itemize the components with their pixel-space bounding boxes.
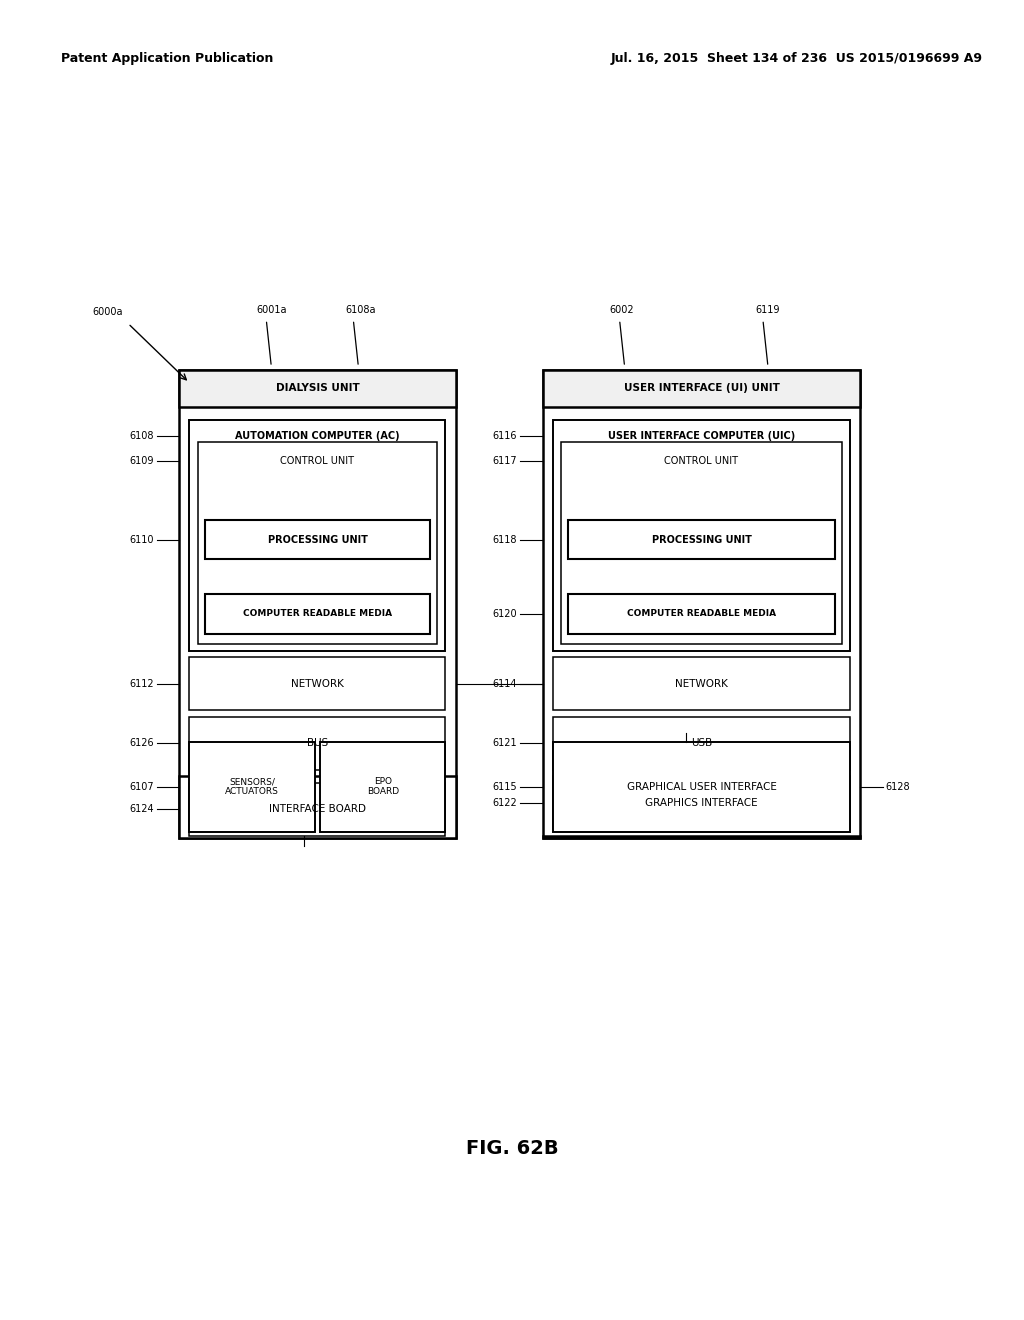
- Text: 6110: 6110: [129, 535, 154, 545]
- FancyBboxPatch shape: [319, 742, 445, 832]
- Text: Jul. 16, 2015  Sheet 134 of 236  US 2015/0196699 A9: Jul. 16, 2015 Sheet 134 of 236 US 2015/0…: [611, 51, 983, 65]
- Text: 6117: 6117: [493, 455, 517, 466]
- Text: SENSORS/
ACTUATORS: SENSORS/ ACTUATORS: [225, 777, 280, 796]
- Text: PROCESSING UNIT: PROCESSING UNIT: [651, 535, 752, 545]
- Text: 6000a: 6000a: [92, 306, 123, 317]
- Text: 6115: 6115: [493, 781, 517, 792]
- FancyBboxPatch shape: [198, 442, 437, 644]
- Text: 6120: 6120: [493, 609, 517, 619]
- Text: COMPUTER READABLE MEDIA: COMPUTER READABLE MEDIA: [627, 610, 776, 618]
- Text: 6116: 6116: [493, 430, 517, 441]
- FancyBboxPatch shape: [189, 420, 445, 651]
- Text: NETWORK: NETWORK: [675, 678, 728, 689]
- FancyBboxPatch shape: [189, 717, 445, 770]
- Text: 6112: 6112: [129, 678, 154, 689]
- Text: USER INTERFACE COMPUTER (UIC): USER INTERFACE COMPUTER (UIC): [608, 430, 795, 441]
- FancyBboxPatch shape: [189, 742, 315, 832]
- Text: NETWORK: NETWORK: [291, 678, 344, 689]
- Text: Patent Application Publication: Patent Application Publication: [61, 51, 273, 65]
- Text: 6002: 6002: [609, 305, 634, 315]
- Text: AUTOMATION COMPUTER (AC): AUTOMATION COMPUTER (AC): [236, 430, 399, 441]
- Text: GRAPHICS INTERFACE: GRAPHICS INTERFACE: [645, 797, 758, 808]
- Text: 6001a: 6001a: [256, 305, 287, 315]
- Text: 6108: 6108: [129, 430, 154, 441]
- FancyBboxPatch shape: [553, 657, 850, 710]
- Text: USER INTERFACE (UI) UNIT: USER INTERFACE (UI) UNIT: [624, 383, 779, 393]
- FancyBboxPatch shape: [568, 594, 835, 634]
- Text: 6126: 6126: [129, 738, 154, 748]
- Text: DIALYSIS UNIT: DIALYSIS UNIT: [275, 383, 359, 393]
- Text: 6114: 6114: [493, 678, 517, 689]
- Text: USB: USB: [691, 738, 712, 748]
- Text: 6118: 6118: [493, 535, 517, 545]
- FancyBboxPatch shape: [553, 742, 850, 832]
- Text: 6124: 6124: [129, 804, 154, 814]
- FancyBboxPatch shape: [205, 520, 430, 560]
- FancyBboxPatch shape: [179, 370, 456, 838]
- Text: 6109: 6109: [129, 455, 154, 466]
- Text: COMPUTER READABLE MEDIA: COMPUTER READABLE MEDIA: [243, 610, 392, 618]
- FancyBboxPatch shape: [543, 370, 860, 407]
- FancyBboxPatch shape: [189, 657, 445, 710]
- FancyBboxPatch shape: [189, 783, 445, 836]
- Text: PROCESSING UNIT: PROCESSING UNIT: [267, 535, 368, 545]
- FancyBboxPatch shape: [553, 717, 850, 770]
- Text: FIG. 62B: FIG. 62B: [466, 1139, 558, 1158]
- Text: 6128: 6128: [886, 781, 910, 792]
- Text: CONTROL UNIT: CONTROL UNIT: [281, 455, 354, 466]
- Text: 6121: 6121: [493, 738, 517, 748]
- FancyBboxPatch shape: [179, 776, 456, 838]
- FancyBboxPatch shape: [179, 370, 456, 407]
- Text: 6108a: 6108a: [345, 305, 376, 315]
- Text: 6119: 6119: [756, 305, 780, 315]
- Text: GRAPHICAL USER INTERFACE: GRAPHICAL USER INTERFACE: [627, 781, 776, 792]
- Text: EPO
BOARD: EPO BOARD: [367, 777, 398, 796]
- FancyBboxPatch shape: [568, 520, 835, 560]
- FancyBboxPatch shape: [543, 836, 860, 838]
- FancyBboxPatch shape: [553, 776, 850, 829]
- Text: 6107: 6107: [129, 781, 154, 792]
- Text: INTERFACE BOARD: INTERFACE BOARD: [269, 804, 366, 814]
- FancyBboxPatch shape: [553, 420, 850, 651]
- Text: CONTROL UNIT: CONTROL UNIT: [665, 455, 738, 466]
- FancyBboxPatch shape: [543, 370, 860, 838]
- Text: 6122: 6122: [493, 797, 517, 808]
- FancyBboxPatch shape: [561, 442, 842, 644]
- Text: BUS: BUS: [307, 738, 328, 748]
- FancyBboxPatch shape: [205, 594, 430, 634]
